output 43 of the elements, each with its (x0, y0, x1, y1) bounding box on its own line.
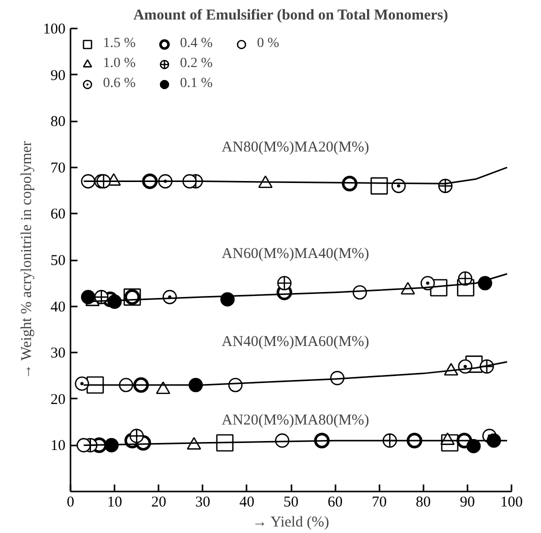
x-tick-label: 100 (500, 494, 523, 510)
legend-label: 0.1 % (180, 76, 214, 92)
legend-title: Amount of Emulsifier (bond on Total Monomers) (133, 8, 448, 24)
annotation: AN60(M%)MA40(M%) (222, 246, 370, 262)
y-tick-label: 10 (50, 438, 66, 454)
legend-label: 1.0 % (103, 56, 137, 72)
point (486, 433, 502, 448)
x-axis-title: → Yield (%) (252, 514, 330, 530)
x-tick-label: 20 (151, 494, 166, 510)
x-tick-label: 40 (239, 494, 254, 510)
legend-label: 1.5 % (103, 36, 137, 52)
point (76, 438, 91, 452)
point (216, 434, 234, 452)
x-tick-label: 80 (416, 494, 431, 510)
annotation: AN80(M%)MA20(M%) (222, 139, 370, 156)
legend-label: 0.4 % (180, 36, 214, 52)
point (277, 276, 292, 290)
annotation: AN40(M%)MA60(M%) (222, 334, 370, 350)
x-tick-label: 0 (66, 494, 74, 510)
point (80, 290, 96, 304)
x-tick-label: 90 (460, 494, 475, 510)
y-tick-label: 80 (50, 114, 66, 130)
y-tick-label: 50 (50, 253, 66, 269)
point (466, 438, 481, 454)
y-axis-title: → Weight % acrylonitrile in copolymer (19, 141, 35, 380)
x-tick-label: 10 (107, 494, 122, 510)
y-tick-label: 90 (50, 68, 66, 84)
x-tick-label: 70 (372, 494, 387, 510)
y-tick-label: 70 (50, 160, 66, 176)
x-tick-label: 60 (328, 494, 343, 510)
legend-label: 0.6 % (103, 76, 137, 92)
y-tick-label: 30 (50, 346, 66, 362)
y-tick-label: 60 (50, 206, 66, 223)
point (130, 428, 144, 444)
y-tick-label: 20 (50, 392, 66, 408)
legend-label: 0 % (257, 36, 280, 52)
x-tick-label: 50 (284, 494, 298, 510)
y-tick-label: 40 (50, 299, 66, 316)
point (370, 177, 388, 195)
y-tick-label: 100 (43, 22, 66, 38)
legend-label: 0.2 % (180, 56, 214, 72)
annotation: AN20(M%)MA80(M%) (222, 412, 370, 429)
x-tick-label: 30 (195, 494, 210, 510)
